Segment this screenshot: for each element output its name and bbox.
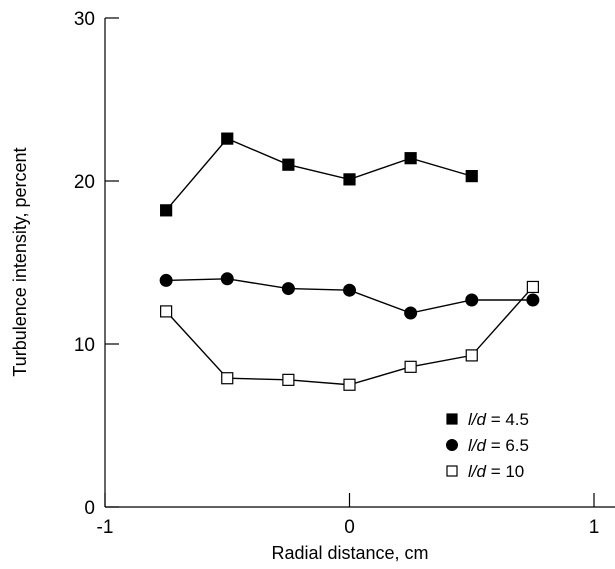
legend-item: l/d = 4.5 bbox=[446, 410, 529, 429]
legend-value-part: = 4.5 bbox=[486, 410, 529, 429]
data-point bbox=[526, 280, 539, 294]
data-point bbox=[343, 283, 356, 297]
data-point bbox=[221, 372, 234, 385]
series-line bbox=[165, 137, 472, 211]
legend-marker bbox=[446, 439, 458, 451]
axes bbox=[104, 18, 615, 508]
legend-item: l/d = 6.5 bbox=[446, 436, 529, 455]
x-tick-label: 1 bbox=[589, 517, 600, 538]
series-layer bbox=[159, 132, 540, 391]
series-1 bbox=[160, 132, 478, 217]
y-tick-label: 20 bbox=[74, 172, 95, 193]
legend-item: l/d = 10 bbox=[446, 462, 524, 481]
legend-value-part: = 10 bbox=[486, 462, 524, 481]
legend-italic-part: l/d bbox=[468, 410, 487, 429]
data-point bbox=[343, 378, 356, 391]
legend: l/d = 4.5l/d = 6.5l/d = 10 bbox=[446, 410, 529, 481]
legend-italic-part: l/d bbox=[468, 462, 487, 481]
legend-marker bbox=[446, 413, 458, 425]
legend-italic-part: l/d bbox=[468, 436, 487, 455]
x-tick-label: -1 bbox=[97, 517, 114, 538]
data-point bbox=[404, 360, 417, 373]
data-point bbox=[465, 349, 478, 362]
data-point bbox=[465, 170, 478, 183]
x-axis-title: Radial distance, cm bbox=[271, 543, 428, 563]
data-point bbox=[160, 305, 173, 318]
y-tick-label: 0 bbox=[84, 498, 95, 519]
data-point bbox=[221, 132, 234, 145]
data-point bbox=[343, 173, 356, 186]
data-point bbox=[220, 272, 234, 286]
x-tick-label: 0 bbox=[344, 517, 355, 538]
data-point bbox=[526, 293, 540, 307]
data-point bbox=[282, 158, 295, 171]
data-point bbox=[404, 152, 417, 165]
y-tick-label: 10 bbox=[74, 335, 95, 356]
y-tick-label: 30 bbox=[74, 9, 95, 30]
legend-label: l/d = 6.5 bbox=[468, 436, 529, 455]
data-point bbox=[159, 273, 173, 287]
data-point bbox=[404, 306, 418, 320]
series-2 bbox=[159, 272, 540, 320]
y-axis-title: Turbulence intensity, percent bbox=[10, 147, 30, 376]
legend-label: l/d = 10 bbox=[468, 462, 524, 481]
data-point bbox=[160, 204, 173, 217]
data-point bbox=[281, 282, 295, 296]
data-point bbox=[282, 373, 295, 386]
series-3 bbox=[160, 280, 539, 391]
legend-label: l/d = 4.5 bbox=[468, 410, 529, 429]
legend-marker bbox=[446, 465, 458, 477]
legend-value-part: = 6.5 bbox=[486, 436, 529, 455]
data-point bbox=[465, 293, 479, 307]
